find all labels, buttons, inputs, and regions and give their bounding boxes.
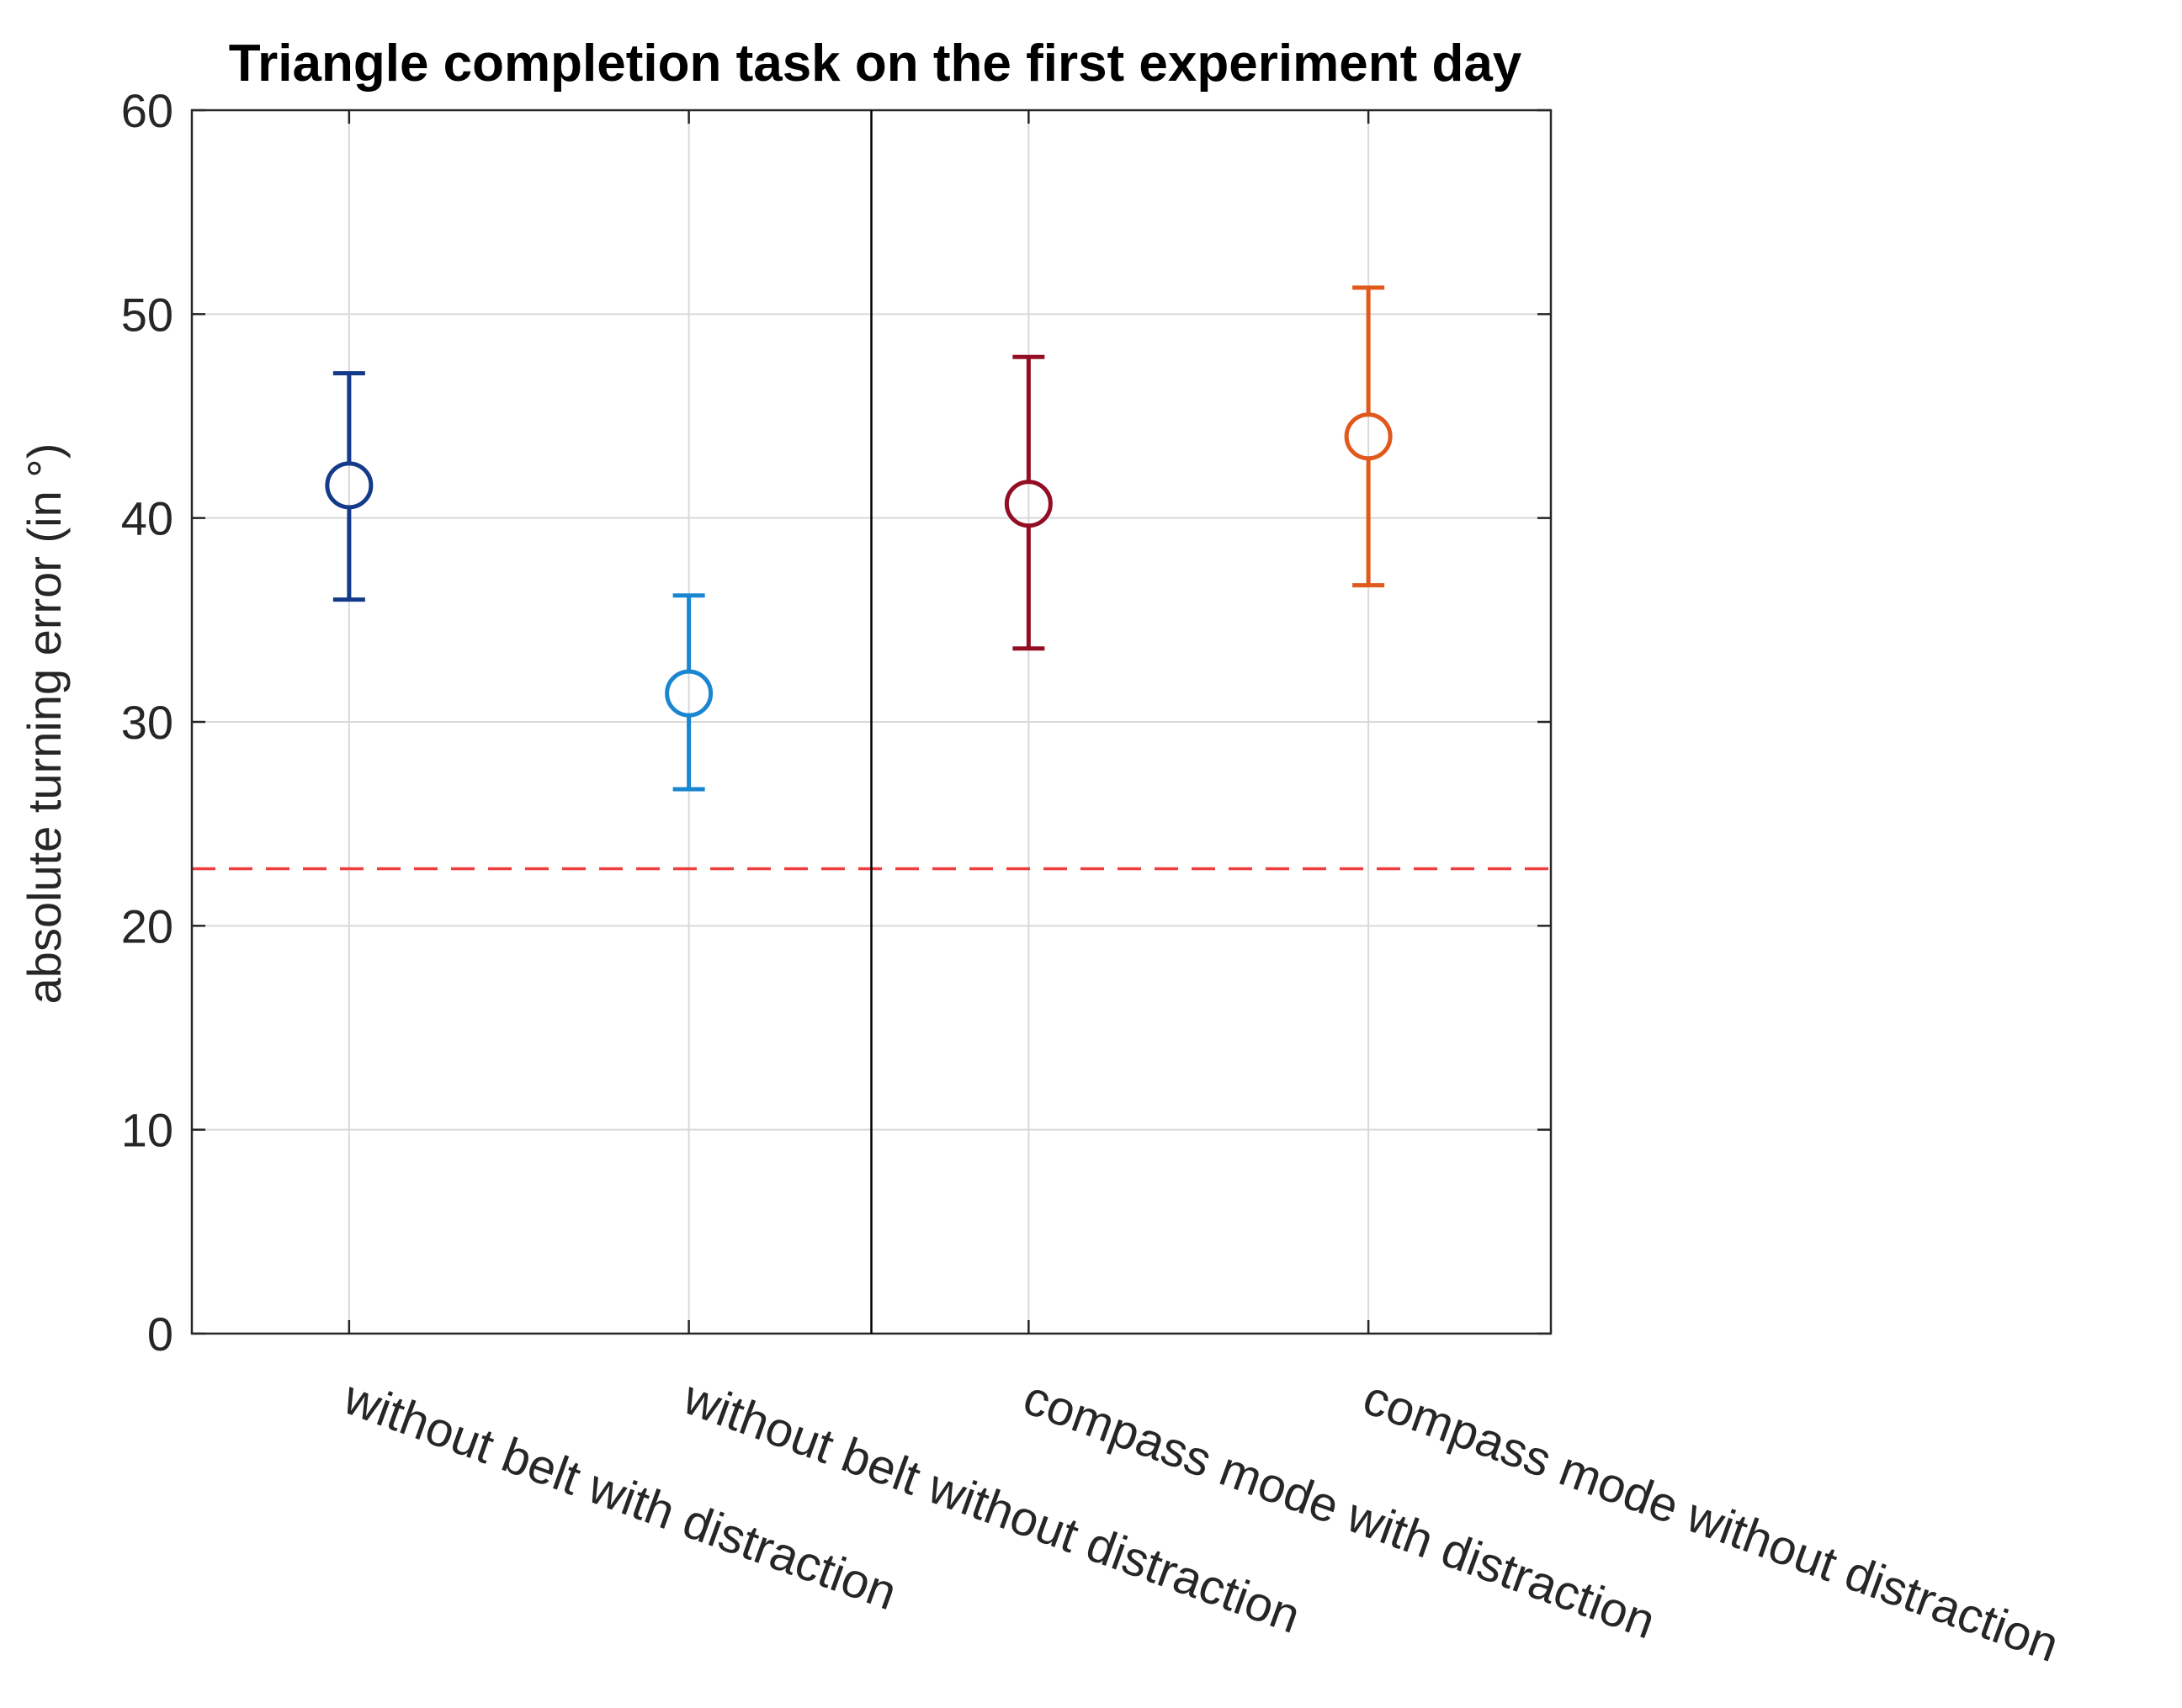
y-tick-label: 40: [121, 492, 173, 545]
marks-layer: [325, 285, 1393, 792]
axes-layer: [190, 109, 1553, 1335]
chart-title: Triangle completion task on the first ex…: [229, 34, 1522, 93]
y-tick-label: 60: [121, 84, 173, 137]
labels-layer: 0 10 20 30 40 50 60 without belt with distracti…: [121, 84, 2066, 1673]
y-tick-label: 50: [121, 288, 173, 341]
x-category-label: without belt with distraction: [336, 1370, 903, 1620]
y-tick-label: 20: [121, 899, 173, 952]
x-category-label: compass mode with distraction: [1017, 1370, 1662, 1649]
errorbar-point: [665, 593, 714, 792]
mean-marker: [1344, 412, 1393, 461]
mean-marker: [1004, 480, 1053, 528]
x-category-label: compass mode without distraction: [1356, 1370, 2066, 1673]
errorbar-point: [1344, 285, 1393, 588]
errorbar-point: [325, 371, 374, 602]
y-tick-label: 30: [121, 696, 173, 749]
x-category-label: without belt without distraction: [676, 1370, 1307, 1644]
y-axis-label: absolute turning error (in °): [18, 443, 71, 1005]
errorbar-point: [1004, 354, 1053, 651]
mean-marker: [325, 461, 374, 510]
y-tick-label: 0: [147, 1308, 173, 1361]
mean-marker: [665, 669, 714, 718]
y-tick-label: 10: [121, 1104, 173, 1157]
